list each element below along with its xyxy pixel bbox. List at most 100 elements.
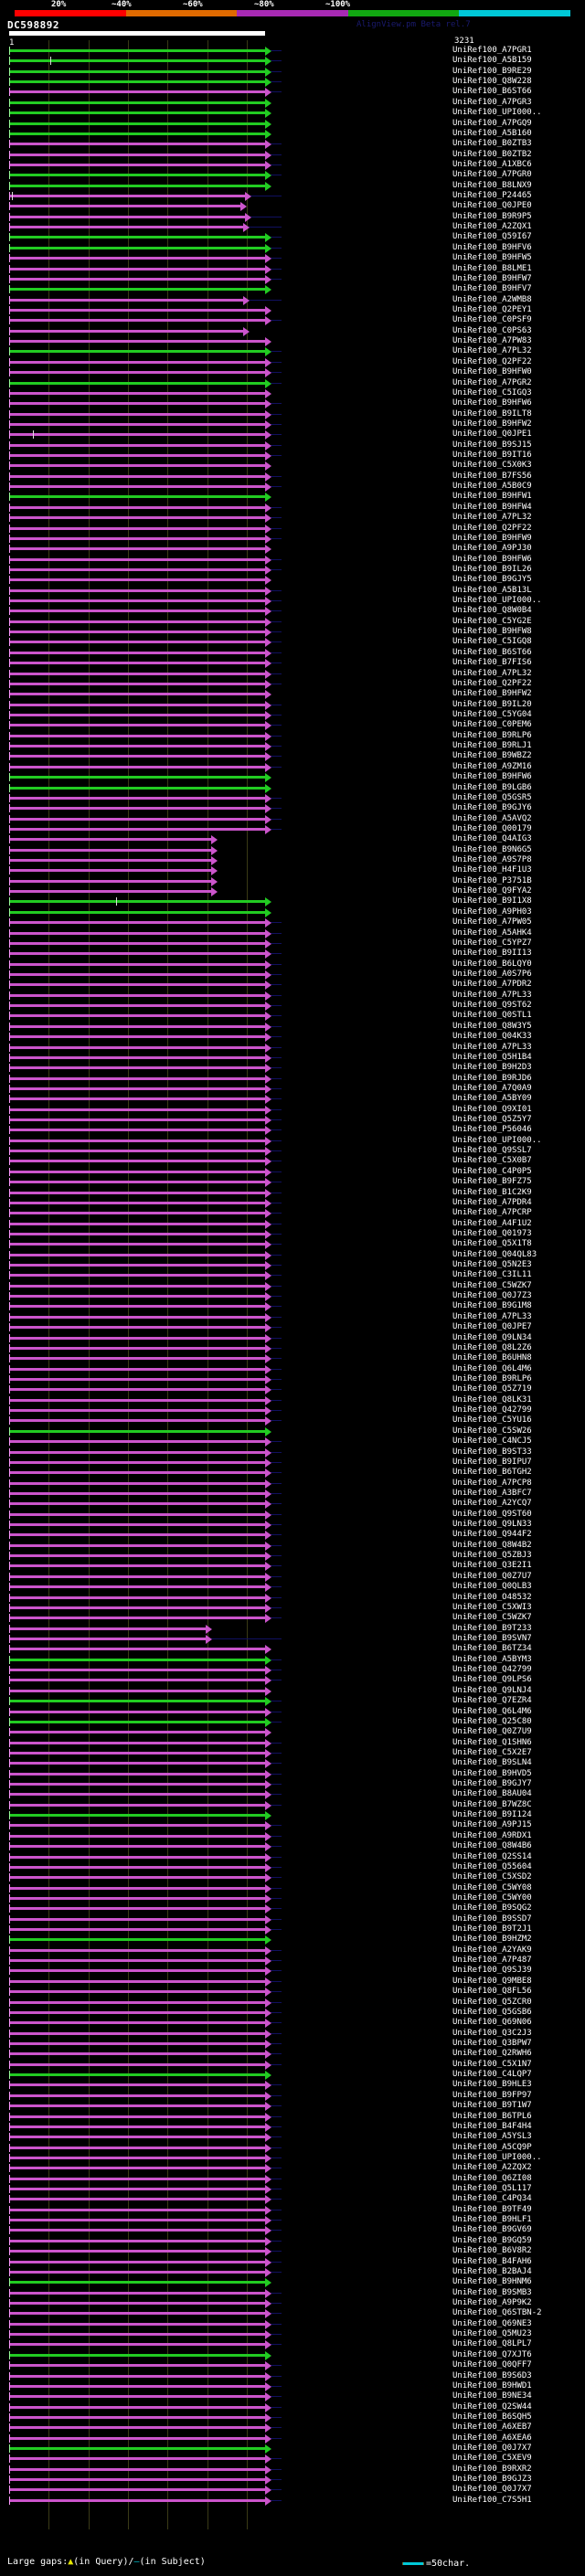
hsp-bar[interactable] <box>9 1181 265 1184</box>
hsp-bar[interactable] <box>9 1429 265 1433</box>
hsp-bar[interactable] <box>9 143 265 146</box>
hit-row[interactable]: UniRef100_Q69N06 <box>0 2018 585 2029</box>
hit-row[interactable]: UniRef100_B9S6D3 <box>0 2371 585 2381</box>
hsp-bar[interactable] <box>9 59 265 63</box>
subject-label[interactable]: UniRef100_Q5Z719 <box>452 1384 532 1394</box>
hsp-bar[interactable] <box>9 2250 265 2253</box>
hsp-bar[interactable] <box>9 1948 265 1952</box>
hit-row[interactable]: UniRef100_C5WY00 <box>0 1893 585 1903</box>
hsp-bar[interactable] <box>9 2301 265 2305</box>
hit-row[interactable]: UniRef100_C7S5H1 <box>0 2496 585 2506</box>
subject-label[interactable]: UniRef100_Q59I67 <box>452 232 532 242</box>
hsp-bar[interactable] <box>9 1585 265 1589</box>
subject-label[interactable]: UniRef100_Q9SSL7 <box>452 1146 532 1156</box>
hsp-bar[interactable] <box>9 257 265 260</box>
hsp-bar[interactable] <box>9 1419 265 1423</box>
hit-row[interactable]: UniRef100_O48532 <box>0 1593 585 1603</box>
hsp-bar[interactable] <box>9 1731 265 1734</box>
hit-row[interactable]: UniRef100_Q8FL56 <box>0 1987 585 1998</box>
hit-row[interactable]: UniRef100_Q2PF22 <box>0 679 585 689</box>
hit-row[interactable]: UniRef100_Q01973 <box>0 1229 585 1239</box>
hit-row[interactable]: UniRef100_B9HFV6 <box>0 243 585 253</box>
subject-label[interactable]: UniRef100_B6SQH5 <box>452 2412 532 2422</box>
hit-row[interactable]: UniRef100_B9NE34 <box>0 2391 585 2402</box>
subject-label[interactable]: UniRef100_Q5H1B4 <box>452 1052 532 1062</box>
hsp-bar[interactable] <box>9 433 265 437</box>
hsp-bar[interactable] <box>9 495 265 499</box>
hsp-bar[interactable] <box>9 2239 265 2242</box>
subject-label[interactable]: UniRef100_B9WBZ2 <box>452 751 532 761</box>
subject-label[interactable]: UniRef100_Q6L4M6 <box>452 1363 532 1373</box>
hsp-bar[interactable] <box>9 2478 265 2482</box>
hit-row[interactable]: UniRef100_B6TGH2 <box>0 1468 585 1479</box>
hit-row[interactable]: UniRef100_Q9MBE8 <box>0 1977 585 1987</box>
hit-row[interactable]: UniRef100_Q5ZCR0 <box>0 1998 585 2008</box>
hit-row[interactable]: UniRef100_B6ST66 <box>0 87 585 98</box>
hit-row[interactable]: UniRef100_B9FZ75 <box>0 1177 585 1188</box>
hit-row[interactable]: UniRef100_A9S7P8 <box>0 855 585 866</box>
subject-label[interactable]: UniRef100_A2YAK9 <box>452 1945 532 1955</box>
hsp-bar[interactable] <box>9 1388 265 1392</box>
subject-label[interactable]: UniRef100_Q0J7X7 <box>452 2485 532 2495</box>
hsp-bar[interactable] <box>9 1460 265 1464</box>
subject-label[interactable]: UniRef100_Q5MU23 <box>452 2329 532 2339</box>
subject-label[interactable]: UniRef100_Q9LPS6 <box>452 1675 532 1685</box>
hsp-bar[interactable] <box>9 184 265 187</box>
subject-label[interactable]: UniRef100_C5X0K3 <box>452 461 532 471</box>
subject-label[interactable]: UniRef100_C5X2E7 <box>452 1747 532 1757</box>
hit-row[interactable]: UniRef100_B9LGB6 <box>0 783 585 793</box>
subject-label[interactable]: UniRef100_A9RDX1 <box>452 1830 532 1840</box>
hsp-bar[interactable] <box>9 2198 265 2201</box>
hit-row[interactable]: UniRef100_A7PL32 <box>0 346 585 357</box>
subject-label[interactable]: UniRef100_B6TPL6 <box>452 2111 532 2121</box>
hsp-bar[interactable] <box>9 588 265 592</box>
hit-row[interactable]: UniRef100_A5BY09 <box>0 1094 585 1105</box>
subject-label[interactable]: UniRef100_A9PH03 <box>452 906 532 917</box>
hsp-bar[interactable] <box>9 2457 265 2461</box>
hit-row[interactable]: UniRef100_B9HFW5 <box>0 253 585 264</box>
subject-label[interactable]: UniRef100_Q7XJT6 <box>452 2349 532 2359</box>
hsp-bar[interactable] <box>9 505 265 509</box>
hsp-bar[interactable] <box>9 983 265 987</box>
hit-row[interactable]: UniRef100_A7PGR1 <box>0 46 585 56</box>
hsp-bar[interactable] <box>9 1876 265 1880</box>
hsp-bar[interactable] <box>9 1720 265 1723</box>
hsp-bar[interactable] <box>9 1264 265 1267</box>
hit-row[interactable]: UniRef100_A7PL32 <box>0 669 585 679</box>
hsp-bar[interactable] <box>9 1814 265 1818</box>
hsp-bar[interactable] <box>9 1834 265 1838</box>
hit-row[interactable]: UniRef100_B9FP97 <box>0 2091 585 2101</box>
hit-row[interactable]: UniRef100_Q0QLB3 <box>0 1582 585 1593</box>
subject-label[interactable]: UniRef100_B9T2J1 <box>452 1924 532 1935</box>
subject-label[interactable]: UniRef100_Q2PF22 <box>452 356 532 366</box>
subject-label[interactable]: UniRef100_B9HFW6 <box>452 772 532 782</box>
hsp-bar[interactable] <box>9 412 265 416</box>
hit-row[interactable]: UniRef100_B9HFW2 <box>0 689 585 700</box>
hsp-bar[interactable] <box>9 1783 265 1786</box>
hsp-bar[interactable] <box>9 205 240 208</box>
subject-label[interactable]: UniRef100_Q9LNJ4 <box>452 1685 532 1695</box>
hit-row[interactable]: UniRef100_B9SVN7 <box>0 1634 585 1644</box>
subject-label[interactable]: UniRef100_B9HFW6 <box>452 398 532 408</box>
subject-label[interactable]: UniRef100_C5X1N7 <box>452 2059 532 2069</box>
hit-row[interactable]: UniRef100_C0PS63 <box>0 326 585 336</box>
hsp-bar[interactable] <box>9 195 245 198</box>
hsp-bar[interactable] <box>9 1201 265 1204</box>
hit-row[interactable]: UniRef100_Q8L2Z6 <box>0 1343 585 1353</box>
subject-label[interactable]: UniRef100_B6TGH2 <box>452 1468 532 1478</box>
hit-row[interactable]: UniRef100_C5YG04 <box>0 710 585 720</box>
hit-row[interactable]: UniRef100_Q2PF22 <box>0 357 585 367</box>
hsp-bar[interactable] <box>9 848 211 852</box>
hsp-bar[interactable] <box>9 1274 265 1277</box>
hit-row[interactable]: UniRef100_B1C2K9 <box>0 1188 585 1198</box>
subject-label[interactable]: UniRef100_A9P9K2 <box>452 2297 532 2307</box>
subject-label[interactable]: UniRef100_UPI000.. <box>452 596 542 606</box>
hsp-bar[interactable] <box>9 2415 265 2419</box>
hsp-bar[interactable] <box>9 2188 265 2191</box>
hit-row[interactable]: UniRef100_Q9SSL7 <box>0 1146 585 1157</box>
hsp-bar[interactable] <box>9 80 265 84</box>
hit-row[interactable]: UniRef100_B9IPU7 <box>0 1458 585 1468</box>
subject-label[interactable]: UniRef100_B6V8R2 <box>452 2246 532 2256</box>
subject-label[interactable]: UniRef100_B0ZTB2 <box>452 149 532 159</box>
hit-row[interactable]: UniRef100_B9IT16 <box>0 451 585 461</box>
